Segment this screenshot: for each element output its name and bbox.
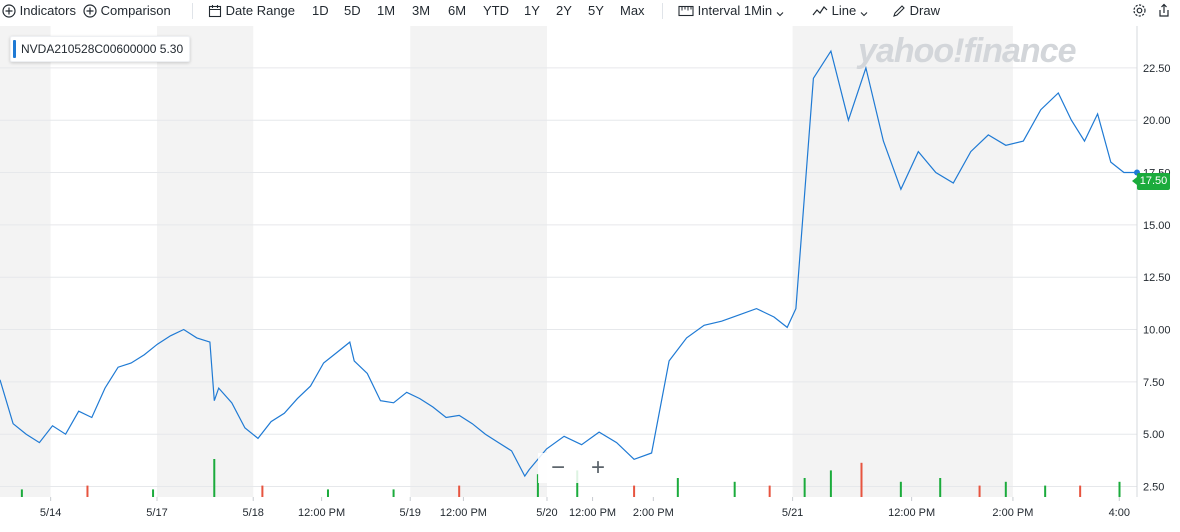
x-tick-label: 5/17 (146, 507, 167, 519)
x-tick-label: 12:00 PM (888, 507, 935, 519)
interval-label: Interval (697, 3, 741, 18)
settings-button[interactable] (1132, 2, 1147, 20)
range-2y-button[interactable]: 2Y (556, 3, 572, 18)
date-range-button[interactable]: Date Range (208, 2, 295, 20)
toolbar-divider (192, 3, 193, 19)
indicators-label: Indicators (19, 3, 76, 18)
y-tick-label: 12.50 (1143, 272, 1171, 284)
x-tick-label: 2:00 PM (633, 507, 674, 519)
zoom-in-button[interactable]: + (590, 454, 605, 481)
volume-bar (803, 478, 806, 497)
volume-bar (1118, 481, 1121, 497)
chart-type-label: Line (831, 3, 857, 18)
share-icon (1159, 3, 1169, 17)
day-shade-band (157, 26, 254, 497)
plus-circle-icon (83, 4, 97, 18)
x-tick-label: 2:00 PM (992, 507, 1033, 519)
range-5y-button[interactable]: 5Y (588, 3, 604, 18)
volume-bar (733, 481, 736, 497)
ruler-icon (678, 5, 694, 17)
range-1m-button[interactable]: 1M (377, 3, 396, 18)
range-6m-button[interactable]: 6M (448, 3, 467, 18)
symbol-name: NVDA210528C00600000 (21, 42, 157, 56)
range-1d-button[interactable]: 1D (312, 3, 329, 18)
chevron-down-icon (776, 12, 784, 17)
chevron-down-icon (860, 12, 868, 17)
x-tick-label: 5/14 (40, 507, 61, 519)
chart-type-dropdown[interactable]: Line (812, 2, 868, 20)
x-tick-label: 12:00 PM (440, 507, 487, 519)
volume-bar (392, 489, 395, 497)
volume-bar (633, 485, 636, 497)
share-button[interactable] (1157, 2, 1171, 20)
volume-bar (860, 462, 863, 497)
zoom-out-button[interactable]: − (550, 454, 565, 481)
draw-button[interactable]: Draw (892, 2, 940, 20)
x-tick-label: 5/19 (400, 507, 421, 519)
calendar-icon (208, 5, 222, 18)
x-tick-label: 12:00 PM (298, 507, 345, 519)
x-tick-label: 4:00 (1109, 507, 1130, 519)
interval-dropdown[interactable]: Interval 1Min (678, 2, 784, 20)
y-tick-label: 22.50 (1143, 63, 1171, 75)
volume-bar (1004, 481, 1007, 497)
volume-bar (676, 478, 679, 497)
x-tick-label: 12:00 PM (569, 507, 616, 519)
volume-bar (20, 489, 23, 497)
volume-bar (152, 489, 155, 497)
volume-bar (829, 470, 832, 497)
volume-bar (213, 459, 216, 497)
y-tick-label: 10.00 (1143, 325, 1171, 337)
volume-bar (768, 485, 771, 497)
range-5d-button[interactable]: 5D (344, 3, 361, 18)
yahoo-finance-watermark: yahoo!finance (858, 32, 1076, 70)
y-tick-label: 15.00 (1143, 220, 1171, 232)
day-shade-band (0, 26, 51, 497)
volume-bar (326, 489, 329, 497)
zoom-control: − + (538, 453, 618, 483)
toolbar-divider (662, 3, 663, 19)
volume-bar (86, 485, 89, 497)
volume-bar (1044, 485, 1047, 497)
comparison-label: Comparison (100, 3, 171, 18)
pencil-icon (893, 5, 905, 17)
volume-bar (1079, 485, 1082, 497)
volume-bar (536, 474, 539, 497)
volume-bar (939, 478, 942, 497)
gear-icon (1133, 4, 1146, 17)
comparison-button[interactable]: Comparison (83, 2, 171, 20)
plus-circle-icon (2, 4, 16, 18)
volume-bar (978, 485, 981, 497)
symbol-value: 5.30 (159, 42, 184, 56)
range-max-button[interactable]: Max (620, 3, 645, 18)
y-tick-label: 2.50 (1143, 482, 1164, 494)
price-series-line (0, 49, 1137, 478)
date-range-label: Date Range (225, 3, 296, 18)
chart-toolbar: Indicators Comparison Date Range 1D 5D 1… (0, 0, 1180, 24)
y-tick-label: 7.50 (1143, 377, 1164, 389)
range-1y-button[interactable]: 1Y (524, 3, 540, 18)
day-shade-band (410, 26, 547, 497)
day-shade-band (792, 26, 1013, 497)
volume-bar (458, 485, 461, 497)
volume-bar (576, 470, 579, 497)
interval-value: 1Min (743, 3, 773, 18)
indicators-button[interactable]: Indicators (2, 2, 76, 20)
range-3m-button[interactable]: 3M (412, 3, 431, 18)
x-tick-label: 5/21 (782, 507, 803, 519)
x-tick-label: 5/20 (536, 507, 557, 519)
last-price-badge: 17.50 (1132, 173, 1170, 190)
volume-bar (899, 481, 902, 497)
x-tick-label: 5/18 (243, 507, 264, 519)
y-tick-label: 5.00 (1143, 429, 1164, 441)
volume-bar (261, 485, 264, 497)
line-chart-icon (812, 6, 828, 16)
symbol-legend[interactable]: NVDA210528C00600000 5.30 (10, 36, 191, 62)
draw-label: Draw (909, 3, 940, 18)
y-tick-label: 20.00 (1143, 115, 1171, 127)
range-ytd-button[interactable]: YTD (483, 3, 509, 18)
